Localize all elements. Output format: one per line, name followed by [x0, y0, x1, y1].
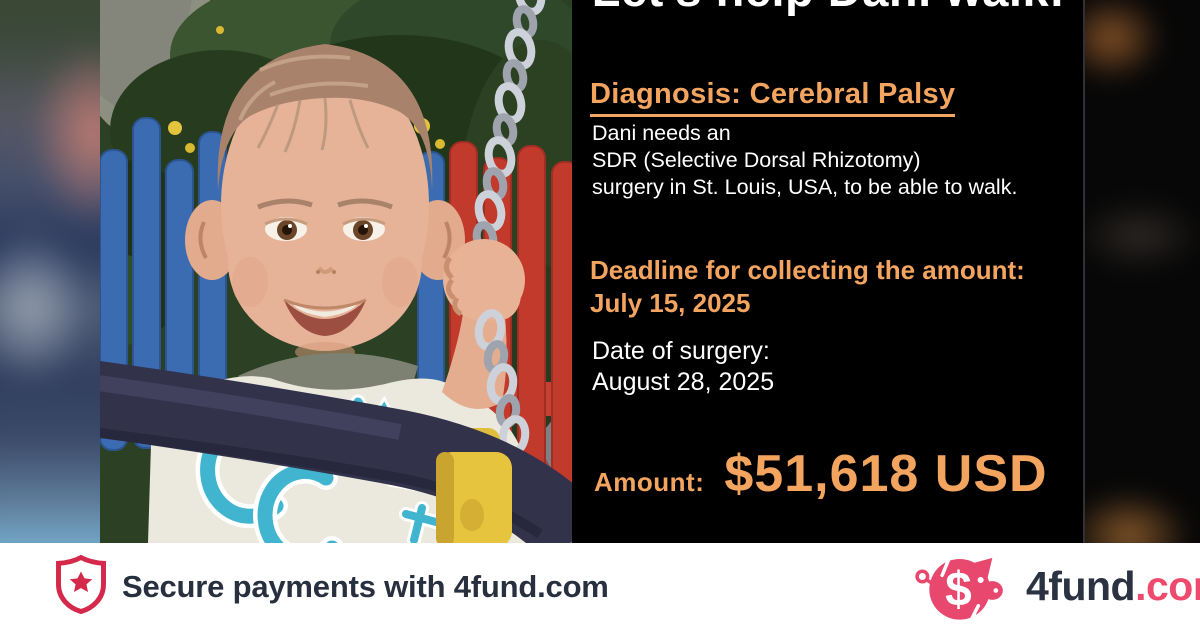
deadline-block: Deadline for collecting the amount: July… — [590, 254, 1025, 320]
footer-bar: Secure payments with 4fund.com $ 4fund .c… — [0, 543, 1200, 630]
amount-label: Amount: — [594, 467, 705, 497]
shield-star-icon — [56, 554, 106, 615]
photo-illustration — [100, 0, 572, 543]
description-line: surgery in St. Louis, USA, to be able to… — [592, 175, 1018, 199]
main-area: Let's help Dani walk! Diagnosis: Cerebra… — [0, 0, 1200, 543]
brand-name-text: 4fund — [1026, 563, 1136, 609]
info-panel: Let's help Dani walk! Diagnosis: Cerebra… — [572, 0, 1085, 543]
deadline-date: July 15, 2025 — [590, 288, 751, 318]
amount-value: $51,618 USD — [724, 445, 1048, 503]
amount-block: Amount: $51,618 USD — [594, 444, 1048, 504]
description-line: SDR (Selective Dorsal Rhizotomy) — [592, 148, 921, 172]
blur-gradient — [0, 0, 100, 543]
diagnosis-heading: Diagnosis: Cerebral Palsy — [590, 78, 956, 117]
surgery-block: Date of surgery: August 28, 2025 — [592, 336, 774, 398]
svg-text:$: $ — [945, 563, 972, 616]
child-in-swing-photo — [100, 0, 572, 543]
campaign-description: Dani needs an SDR (Selective Dorsal Rhiz… — [592, 120, 1017, 201]
secure-payments-text: Secure payments with 4fund.com — [122, 568, 609, 604]
deadline-label: Deadline for collecting the amount: — [590, 255, 1025, 285]
blurred-photo-edge-left — [0, 0, 100, 543]
blur-gradient — [1085, 0, 1200, 543]
campaign-title: Let's help Dani walk! — [572, 0, 1085, 13]
description-line: Dani needs an — [592, 121, 731, 145]
surgery-label: Date of surgery: — [592, 337, 770, 365]
brand-tld-text: .com — [1135, 563, 1200, 609]
blurred-photo-edge-right — [1083, 0, 1200, 543]
surgery-date: August 28, 2025 — [592, 368, 775, 396]
piggy-bank-icon: $ — [915, 553, 1003, 621]
brand-logo: $ 4fund.com — [903, 543, 1200, 630]
